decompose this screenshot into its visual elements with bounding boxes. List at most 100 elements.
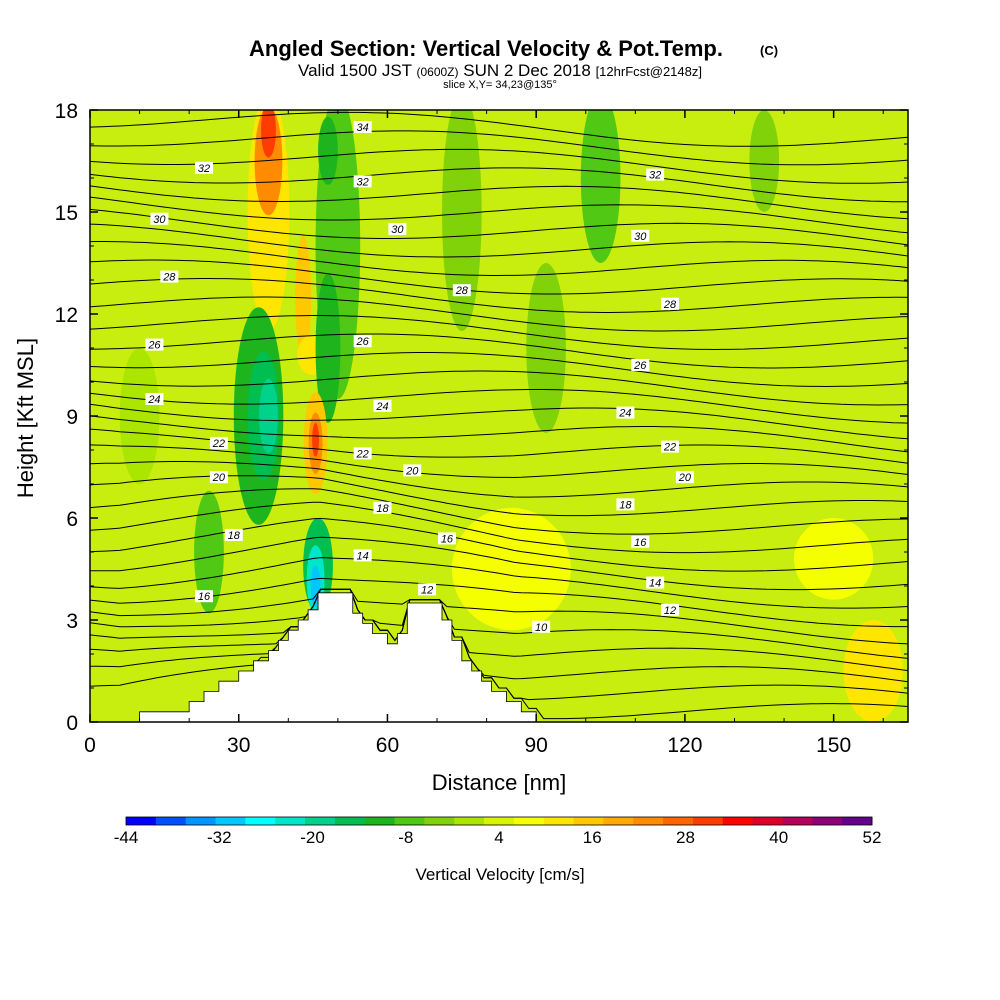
velocity-region [315, 273, 341, 423]
contour-label: 12 [661, 603, 680, 617]
colorbar-tick-label: 28 [676, 828, 695, 847]
x-tick-label: 30 [227, 734, 250, 757]
contour-label-bg [145, 393, 164, 405]
colorbar-swatch [215, 817, 246, 825]
contour-label-text: 18 [619, 499, 632, 511]
contour-label: 24 [145, 393, 164, 406]
contour-label-bg [160, 270, 179, 283]
velocity-region [312, 422, 320, 457]
contour-label-bg [661, 603, 680, 616]
contour-label-text: 26 [147, 340, 161, 352]
colorbar-swatch [782, 817, 813, 825]
plot-background [90, 110, 908, 722]
contour-label-bg [646, 576, 665, 589]
contour-label: 24 [616, 406, 635, 420]
isentrope-line [90, 296, 908, 332]
y-tick-label: 6 [66, 508, 78, 531]
contour-label-text: 16 [198, 591, 211, 603]
contour-label-bg [631, 359, 650, 371]
contour-label: 18 [224, 529, 243, 542]
contour-label-text: 28 [455, 285, 469, 297]
velocity-region [793, 518, 874, 600]
isentrope-line [90, 278, 908, 313]
contour-label-bg [631, 535, 650, 548]
contour-label-text: 22 [663, 442, 676, 454]
colorbar-tick-label: 16 [583, 828, 602, 847]
velocity-region [843, 620, 904, 722]
contour-label: 22 [661, 440, 680, 454]
contour-label-text: 24 [147, 394, 160, 406]
velocity-region [119, 348, 160, 484]
contour-label-bg [209, 437, 228, 450]
contour-label-bg [353, 447, 372, 460]
isentrope-line [90, 370, 908, 406]
valid-zulu: (0600Z) [416, 65, 458, 79]
colorbar-swatch [155, 817, 187, 825]
contour-label-bg [353, 335, 372, 348]
contour-label-text: 10 [535, 622, 548, 634]
contour-label: 30 [631, 229, 650, 243]
contour-label-text: 16 [634, 537, 647, 549]
isentrope-line [90, 588, 908, 672]
contour-label: 30 [388, 223, 407, 236]
contour-label: 32 [195, 161, 214, 175]
colorbar-swatch [603, 817, 634, 825]
colorbar-swatch [513, 817, 545, 825]
x-tick-label: 120 [667, 734, 702, 757]
contour-label-bg [532, 620, 551, 633]
contour-label-bg [675, 471, 694, 484]
contour-label: 12 [418, 583, 437, 596]
plot-area: 34 32 32 32 30 30 30 28 28 28 26 26 26 24 24 24 22 22 22 20… [90, 110, 908, 722]
velocity-region [261, 110, 276, 158]
contour-label-bg [224, 529, 243, 541]
contour-label-bg [195, 161, 214, 174]
valid-time: Valid 1500 JST [298, 61, 412, 80]
x-tick-label: 150 [816, 734, 851, 757]
isentrope-line [90, 415, 908, 453]
contour-label-bg [437, 532, 456, 545]
y-tick-label: 9 [66, 406, 78, 429]
colorbar-swatch [185, 817, 217, 825]
terrain [90, 592, 908, 722]
colorbar-tick-label: 4 [494, 828, 503, 847]
isentrope-line [90, 196, 908, 234]
contour-label-text: 20 [212, 472, 226, 484]
isentrope-line [90, 333, 908, 369]
isentrope-line [90, 259, 908, 295]
colorbar-swatch [305, 817, 336, 825]
contour-label-bg [145, 338, 164, 351]
contour-label-bg [373, 399, 392, 412]
colorbar-tick-label: -8 [398, 828, 413, 847]
contour-label-bg [631, 229, 650, 242]
contour-label: 26 [353, 335, 372, 348]
x-axis-label: Distance [nm] [432, 770, 567, 795]
colorbar-swatch [394, 817, 425, 825]
isentrope-line [90, 223, 908, 258]
isentrope-line [90, 588, 908, 701]
contour-label-bg [661, 440, 680, 453]
colorbar-swatch [692, 817, 724, 825]
colorbar [125, 816, 873, 826]
contour-label-text: 18 [228, 530, 241, 542]
contour-label: 22 [209, 437, 228, 450]
isentrope-line [90, 444, 908, 479]
x-axis: 0 30 60 90 120 150 [84, 110, 884, 757]
contour-label: 22 [353, 447, 372, 460]
isentrope-line [90, 185, 908, 220]
chart-title: Angled Section: Vertical Velocity & Pot.… [249, 36, 723, 61]
velocity-region [194, 490, 224, 614]
contour-label-text: 14 [649, 578, 661, 590]
isentrope-line [90, 130, 908, 166]
contour-label-bg [353, 175, 372, 188]
velocity-region [580, 110, 621, 263]
isentrope-line [90, 488, 908, 535]
colorbar-swatch [722, 817, 754, 825]
isentrope-line [90, 501, 908, 554]
colorbar-tick-label: -32 [207, 828, 232, 847]
contour-label-bg [418, 583, 437, 596]
isentrope-line [90, 557, 908, 609]
contour-label: 34 [353, 121, 372, 134]
contour-label: 16 [195, 590, 214, 603]
contour-label: 32 [353, 175, 372, 188]
